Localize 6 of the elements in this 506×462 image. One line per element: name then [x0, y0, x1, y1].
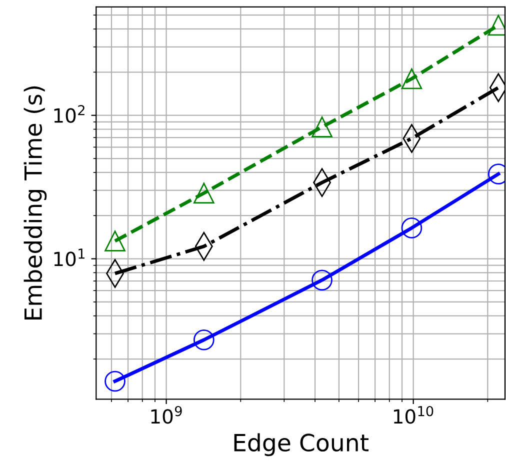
y-axis-title: Embedding Time (s) — [24, 86, 47, 320]
y-tick-label: 10$^{2}$ — [54, 105, 84, 123]
x-tick-label: 10$^{9}$ — [151, 406, 182, 424]
x-tick-label: 10$^{10}$ — [394, 406, 434, 424]
y-tick-label: 10$^{1}$ — [54, 248, 85, 266]
x-axis-title: Edge Count — [234, 433, 369, 456]
